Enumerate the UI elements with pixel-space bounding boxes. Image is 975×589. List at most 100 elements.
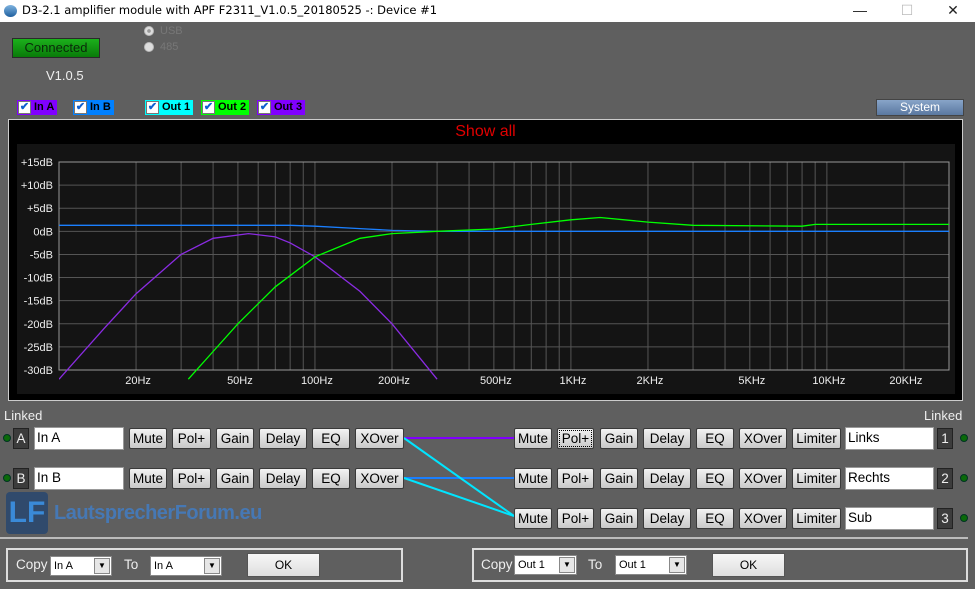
maximize-button[interactable]: ☐	[900, 2, 914, 18]
output-3-limiter-button[interactable]: Limiter	[792, 508, 841, 529]
y-tick-label: -25dB	[24, 342, 53, 354]
legend-checkbox-out-3[interactable]: ✔ Out 3	[257, 100, 306, 115]
input-b-channel-button[interactable]: B	[13, 468, 29, 489]
output-3-gain-button[interactable]: Gain	[600, 508, 638, 529]
y-tick-label: -15dB	[24, 296, 53, 308]
input-b-mute-button[interactable]: Mute	[129, 468, 167, 489]
input-b-gain-button[interactable]: Gain	[216, 468, 254, 489]
to-label: To	[124, 557, 139, 572]
rs485-label: 485	[160, 41, 179, 53]
input-a-pol-button[interactable]: Pol+	[172, 428, 211, 449]
copy-to-output-select[interactable]: Out 1 ▼	[615, 555, 687, 575]
input-b-xover-button[interactable]: XOver	[355, 468, 404, 489]
connected-button[interactable]: Connected	[12, 38, 100, 58]
output-3-eq-button[interactable]: EQ	[696, 508, 734, 529]
output-2-name-field[interactable]: Rechts	[845, 467, 934, 490]
output-3-pol-button[interactable]: Pol+	[557, 508, 594, 529]
legend-label: Out 3	[274, 101, 303, 113]
input-b-delay-button[interactable]: Delay	[259, 468, 307, 489]
input-a-delay-button[interactable]: Delay	[259, 428, 307, 449]
legend-checkbox-in-b[interactable]: ✔ In B	[73, 100, 114, 115]
output-1-channel-button[interactable]: 1	[937, 428, 953, 449]
checkbox-icon: ✔	[202, 101, 215, 114]
legend-checkbox-in-a[interactable]: ✔ In A	[17, 100, 58, 115]
output-1-eq-button[interactable]: EQ	[696, 428, 734, 449]
x-tick-label: 2KHz	[637, 375, 664, 387]
output-3-delay-button[interactable]: Delay	[643, 508, 691, 529]
dropdown-arrow-icon[interactable]: ▼	[204, 558, 220, 574]
legend-checkbox-out-2[interactable]: ✔ Out 2	[201, 100, 250, 115]
dropdown-arrow-icon[interactable]: ▼	[559, 557, 575, 573]
output-2-delay-button[interactable]: Delay	[643, 468, 691, 489]
legend-label: In B	[90, 101, 111, 113]
close-button[interactable]: ✕	[947, 2, 959, 18]
output-1-gain-button[interactable]: Gain	[600, 428, 638, 449]
output-3-xover-button[interactable]: XOver	[739, 508, 787, 529]
output-2-mute-button[interactable]: Mute	[514, 468, 552, 489]
x-tick-label: 20Hz	[125, 375, 151, 387]
x-tick-label: 200Hz	[378, 375, 410, 387]
minimize-button[interactable]: —	[853, 2, 867, 18]
input-b-name-field[interactable]: In B	[34, 467, 124, 490]
x-tick-label: 100Hz	[301, 375, 333, 387]
legend-label: In A	[34, 101, 55, 113]
legend-label: Out 1	[162, 101, 191, 113]
input-a-xover-button[interactable]: XOver	[355, 428, 404, 449]
y-tick-label: +10dB	[21, 180, 53, 192]
output-1-name-field[interactable]: Links	[845, 427, 934, 450]
window-title: D3-2.1 amplifier module with APF F2311_V…	[22, 3, 438, 17]
output-2-xover-button[interactable]: XOver	[739, 468, 787, 489]
output-1-xover-button[interactable]: XOver	[739, 428, 787, 449]
output-1-delay-button[interactable]: Delay	[643, 428, 691, 449]
y-tick-label: -30dB	[24, 365, 53, 377]
status-led	[3, 434, 11, 442]
input-a-eq-button[interactable]: EQ	[312, 428, 350, 449]
dropdown-arrow-icon[interactable]: ▼	[669, 557, 685, 573]
input-a-gain-button[interactable]: Gain	[216, 428, 254, 449]
copy-from-input-select[interactable]: In A ▼	[50, 556, 112, 576]
inputs-linked-label: Linked	[4, 408, 43, 423]
copy-from-output-select[interactable]: Out 1 ▼	[514, 555, 577, 575]
system-button[interactable]: System	[876, 99, 964, 116]
input-b-pol-button[interactable]: Pol+	[172, 468, 211, 489]
y-tick-label: -20dB	[24, 319, 53, 331]
input-a-channel-button[interactable]: A	[13, 428, 29, 449]
copy-to-input-select[interactable]: In A ▼	[150, 556, 222, 576]
select-value: In A	[54, 560, 73, 572]
graph-title[interactable]: Show all	[455, 123, 516, 140]
output-1-mute-button[interactable]: Mute	[514, 428, 552, 449]
output-2-pol-button[interactable]: Pol+	[557, 468, 594, 489]
outputs-linked-label: Linked	[924, 408, 963, 423]
copy-outputs-ok-button[interactable]: OK	[712, 553, 785, 577]
input-b-eq-button[interactable]: EQ	[312, 468, 350, 489]
route-in-a-out-3	[403, 437, 515, 517]
legend-checkbox-out-1[interactable]: ✔ Out 1	[145, 100, 194, 115]
output-2-gain-button[interactable]: Gain	[600, 468, 638, 489]
input-a-name-field[interactable]: In A	[34, 427, 124, 450]
y-tick-label: +5dB	[27, 203, 53, 215]
y-tick-label: +15dB	[21, 157, 53, 169]
output-1-pol-button[interactable]: Pol+	[557, 428, 594, 449]
output-1-limiter-button[interactable]: Limiter	[792, 428, 841, 449]
copy-label: Copy	[16, 557, 48, 572]
x-tick-label: 5KHz	[738, 375, 765, 387]
usb-radio[interactable]	[144, 26, 154, 36]
output-3-name-field[interactable]: Sub	[845, 507, 934, 530]
y-tick-label: -5dB	[30, 249, 53, 261]
output-2-eq-button[interactable]: EQ	[696, 468, 734, 489]
output-3-mute-button[interactable]: Mute	[514, 508, 552, 529]
output-2-channel-button[interactable]: 2	[937, 468, 953, 489]
copy-inputs-ok-button[interactable]: OK	[247, 553, 320, 577]
select-value: Out 1	[518, 559, 545, 571]
dropdown-arrow-icon[interactable]: ▼	[94, 558, 110, 574]
output-3-channel-button[interactable]: 3	[937, 508, 953, 529]
legend-label: Out 2	[218, 101, 247, 113]
watermark-logo: LF	[6, 492, 48, 534]
rs485-radio[interactable]	[144, 42, 154, 52]
select-value: In A	[154, 560, 173, 572]
input-a-mute-button[interactable]: Mute	[129, 428, 167, 449]
output-2-limiter-button[interactable]: Limiter	[792, 468, 841, 489]
usb-label: USB	[160, 25, 183, 37]
select-value: Out 1	[619, 559, 646, 571]
checkbox-icon: ✔	[258, 101, 271, 114]
